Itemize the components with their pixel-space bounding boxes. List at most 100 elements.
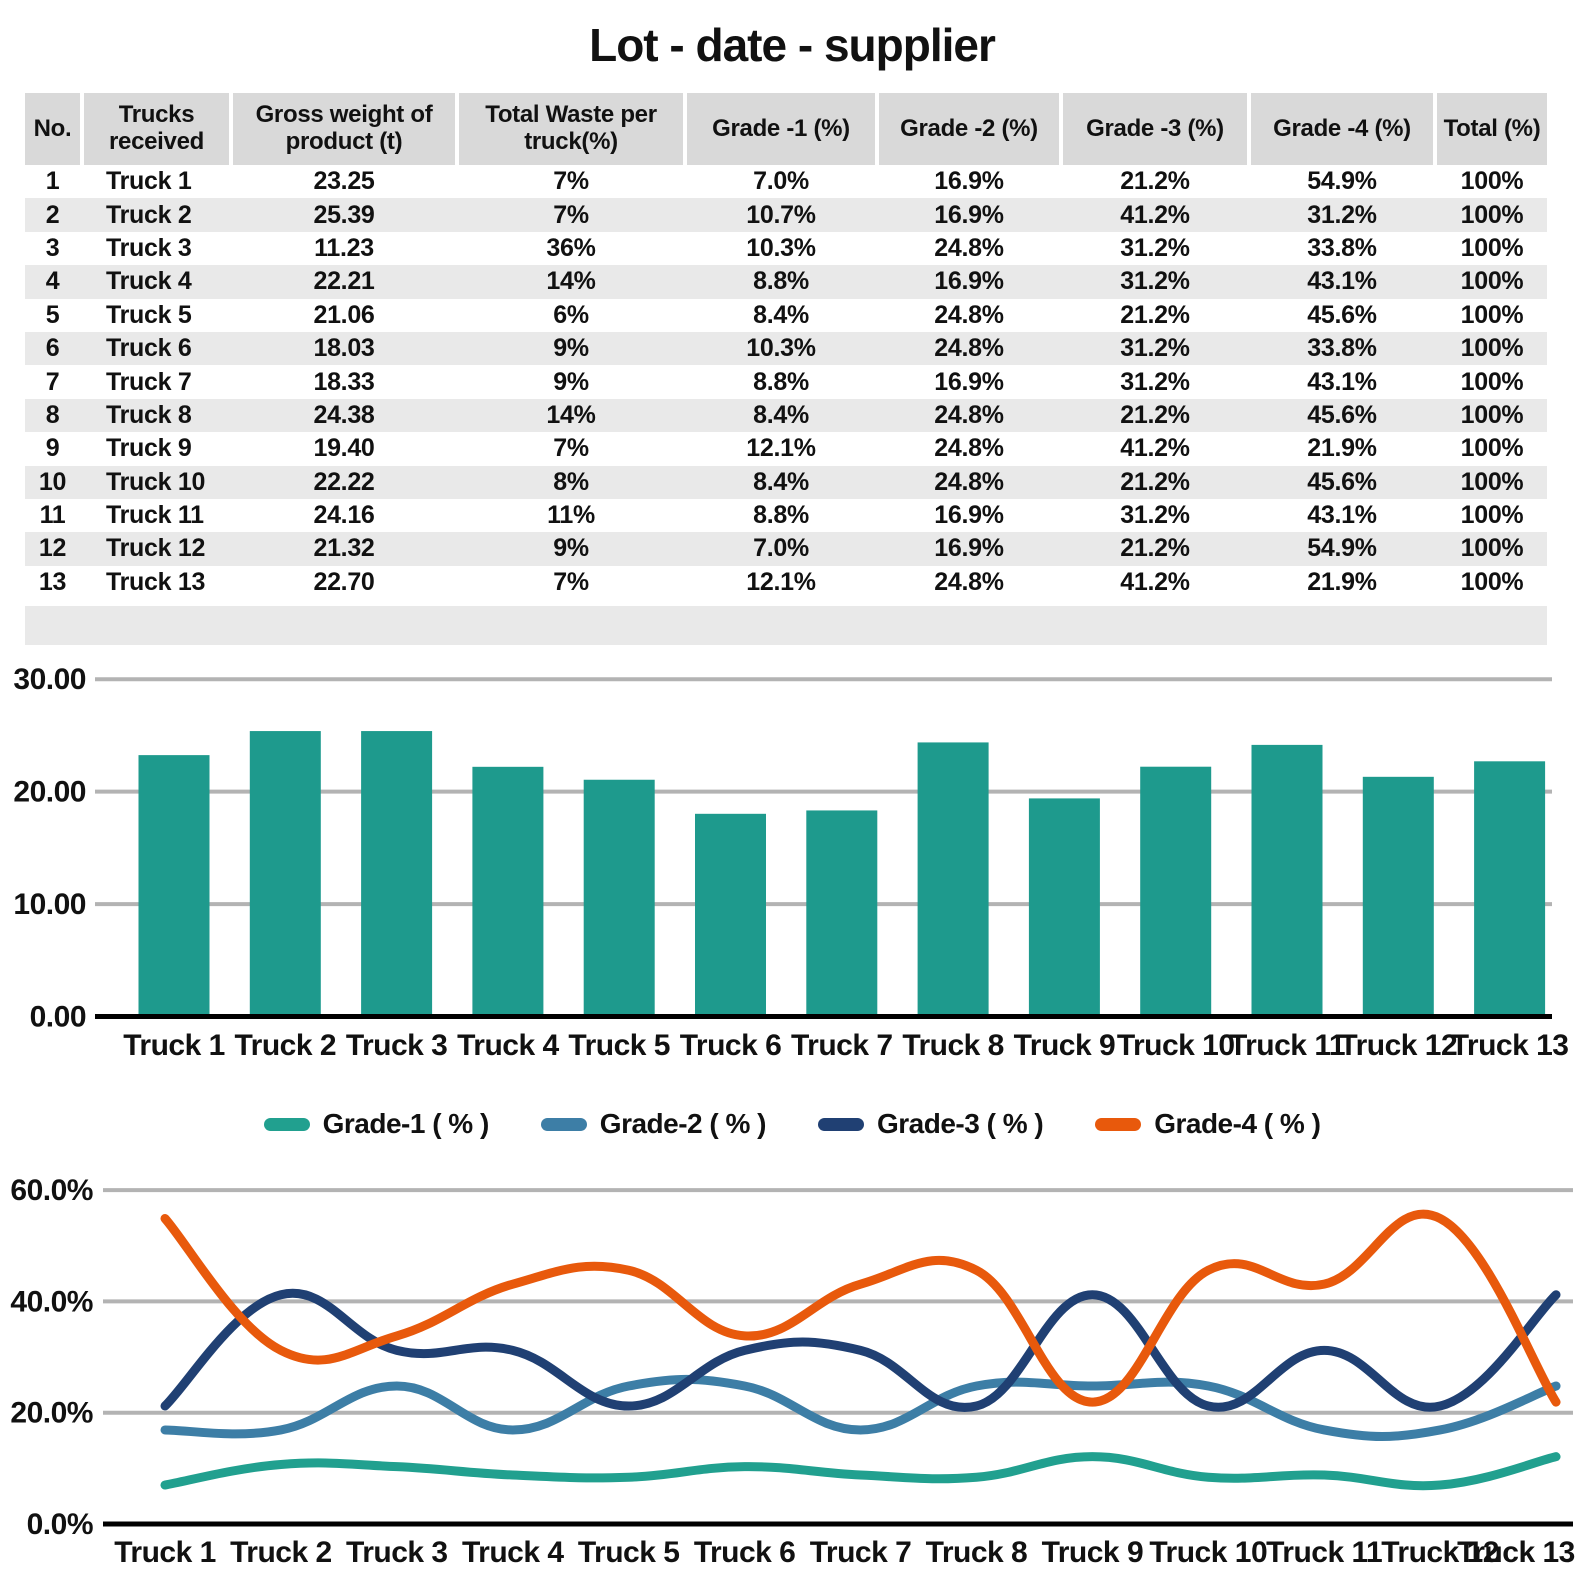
table-cell: 24.8% (934, 233, 1004, 262)
x-tick-label: Truck 5 (578, 1536, 680, 1569)
table-cell: Truck 12 (106, 534, 206, 563)
table-cell: 22.70 (313, 567, 375, 596)
table-header-row: No. Trucks received Gross weight of produc… (25, 93, 1547, 165)
table-cell: 9% (553, 367, 589, 396)
table-cell: 33.8% (1307, 233, 1377, 262)
table-cell: 21.9% (1307, 434, 1377, 463)
table-cell: 24.8% (934, 434, 1004, 463)
page-title: Lot - date - supplier (589, 19, 996, 71)
legend-item: Grade-3 ( % ) (818, 1108, 1044, 1140)
table-cell: 1 (45, 167, 60, 196)
table-cell: 24.8% (934, 467, 1004, 496)
table-cell: 25.39 (313, 200, 375, 229)
table-cell: Truck 9 (106, 434, 192, 463)
table-cell: 21.06 (313, 300, 375, 329)
legend-label: Grade-1 ( % ) (322, 1108, 490, 1139)
table-cell: 16.9% (934, 167, 1004, 196)
table-header-cell: Grade -1 (%) (687, 93, 875, 165)
table-cell: 18.33 (313, 367, 375, 396)
table-cell: Truck 3 (106, 233, 192, 262)
x-tick-label: Truck 10 (1149, 1536, 1267, 1569)
table-cell: 100% (1460, 467, 1524, 496)
bar (583, 779, 655, 1017)
table-cell: 22.22 (313, 467, 375, 496)
table-cell: 8.8% (753, 267, 809, 296)
table-cell: 5 (45, 300, 60, 329)
table-cell: 31.2% (1120, 267, 1190, 296)
table-cell: 100% (1460, 400, 1524, 429)
bar (361, 731, 433, 1017)
table-row: 11 Truck 11 24.16 11% 8.8% 16.9% 31.2% 43.1% 100… (25, 499, 1547, 532)
table-cell: 12 (38, 534, 67, 563)
line-series (160, 1288, 1561, 1412)
table-cell: 8.8% (753, 367, 809, 396)
y-tick-label: 60.0% (10, 1174, 93, 1207)
table-cell: 100% (1460, 200, 1524, 229)
table-cell: 24.16 (313, 501, 375, 530)
table-cell: 8.4% (753, 467, 809, 496)
table-cell: 16.9% (934, 200, 1004, 229)
table-header-cell: Gross weight of product (t) (233, 93, 455, 165)
bar (1028, 798, 1100, 1017)
table-cell: 7.0% (753, 534, 809, 563)
bar (249, 731, 321, 1017)
x-tick-label: Truck 9 (1014, 1029, 1116, 1062)
table-cell: 24.8% (934, 334, 1004, 363)
table-cell: Truck 1 (106, 167, 192, 196)
table-cell: 21.2% (1120, 534, 1190, 563)
table-header-cell: Grade -4 (%) (1251, 93, 1433, 165)
table-cell: 100% (1460, 501, 1524, 530)
table-cell: 41.2% (1120, 434, 1190, 463)
table-cell: 6 (45, 334, 60, 363)
table-row: 10 Truck 10 22.22 8% 8.4% 24.8% 21.2% 45.6% 100% (25, 465, 1547, 499)
table-cell: Truck 2 (106, 200, 192, 229)
y-tick-label: 20.00 (13, 776, 86, 809)
table-cell: 100% (1460, 367, 1524, 396)
x-tick-label: Truck 7 (791, 1029, 893, 1062)
table-row: 4 Truck 4 22.21 14% 8.8% 16.9% 31.2% 43.1% 100% (25, 265, 1547, 299)
table-cell: 100% (1460, 334, 1524, 363)
table-cell: 21.9% (1307, 567, 1377, 596)
table-cell: 13 (38, 567, 67, 596)
table-cell: 21.2% (1120, 400, 1190, 429)
table-cell: 31.2% (1120, 501, 1190, 530)
y-tick-label: 20.0% (10, 1397, 93, 1430)
table-cell: 45.6% (1307, 467, 1377, 496)
table-cell: Truck 8 (106, 400, 192, 429)
table-row: 5 Truck 5 21.06 6% 8.4% 24.8% 21.2% 45.6% 100% (25, 299, 1547, 332)
y-tick-label: 0.00 (30, 1001, 86, 1034)
table-cell: 8.8% (753, 501, 809, 530)
table-cell: 7% (553, 200, 589, 229)
y-tick-label: 10.00 (13, 888, 86, 921)
table-cell: 100% (1460, 534, 1524, 563)
table-row: 6 Truck 6 18.03 9% 10.3% 24.8% 31.2% 33.8% 100% (25, 331, 1547, 366)
line-series (160, 1209, 1561, 1407)
legend-item: Grade-1 ( % ) (263, 1108, 490, 1140)
table-cell: 100% (1460, 233, 1524, 262)
x-tick-label: Truck 4 (462, 1536, 564, 1569)
table-cell: 12.1% (746, 434, 816, 463)
table-cell: 11 (39, 501, 66, 530)
table-cell: 23.25 (313, 167, 375, 196)
table-cell: Truck 13 (106, 567, 206, 596)
x-tick-label: Truck 6 (694, 1536, 796, 1569)
table-header-cell: No. (25, 93, 80, 165)
line-series (160, 1374, 1561, 1441)
x-tick-label: Truck 6 (680, 1029, 782, 1062)
legend-label: Grade-3 ( % ) (877, 1108, 1044, 1139)
table-cell: 8.4% (753, 300, 809, 329)
table-cell: 10.3% (746, 334, 816, 363)
table-cell: 6% (553, 300, 589, 329)
table-cell: 54.9% (1307, 534, 1377, 563)
x-tick-label: Truck 11 (1266, 1536, 1382, 1569)
table-cell: 24.38 (313, 400, 375, 429)
grades-line-chart: 0.0% 20.0% 40.0% 60.0% Truck 1 Truck 2 Truck 3… (10, 1174, 1575, 1569)
table-cell: 10.7% (746, 200, 816, 229)
table-cell: 3 (45, 233, 60, 262)
table-cell: 4 (45, 267, 60, 296)
table-header-cell: Total Waste per truck(%) (459, 93, 683, 165)
bar (1362, 776, 1434, 1017)
table-cell: 9% (553, 534, 589, 563)
y-tick-label: 30.00 (13, 663, 86, 696)
table-header-cell: Trucks received (84, 93, 229, 165)
